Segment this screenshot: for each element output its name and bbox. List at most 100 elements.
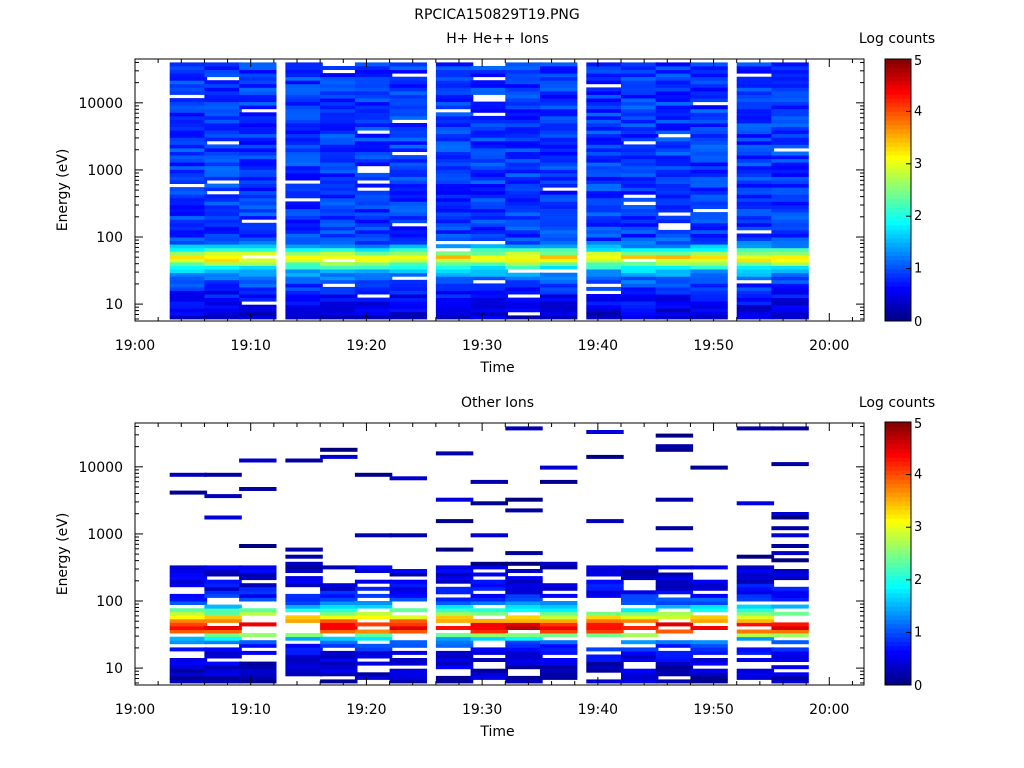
- heatmap-cell: [586, 205, 624, 209]
- heatmap-cell: [505, 508, 543, 513]
- heatmap-cell: [771, 233, 809, 238]
- heatmap-cell: [736, 115, 775, 120]
- heatmap-cell: [586, 315, 624, 320]
- colorbar-segment: [885, 461, 911, 467]
- heatmap-cell: [204, 169, 242, 174]
- heatmap-cell: [169, 155, 208, 160]
- heatmap-cell: [655, 197, 694, 202]
- heatmap-cell: [655, 301, 694, 306]
- heatmap-cell: [470, 148, 508, 152]
- colorbar-segment: [885, 146, 911, 152]
- heatmap-cell: [169, 197, 208, 202]
- heatmap-cell: [169, 90, 208, 95]
- heatmap-cell: [285, 162, 323, 167]
- heatmap-cell: [736, 579, 775, 584]
- heatmap-cell: [505, 101, 543, 106]
- heatmap-cell: [736, 80, 775, 85]
- heatmap-cell: [320, 229, 358, 234]
- colorbar-tick-label: 1: [914, 625, 922, 640]
- heatmap-cell: [771, 597, 809, 602]
- heatmap-cell: [690, 229, 728, 234]
- heatmap-cell: [435, 626, 474, 630]
- heatmap-cell: [320, 215, 358, 220]
- heatmap-cell: [285, 183, 323, 188]
- heatmap-cell: [771, 633, 809, 638]
- colorbar-segment: [885, 435, 911, 440]
- heatmap-cell: [621, 94, 659, 99]
- heatmap-cell: [285, 87, 323, 92]
- heatmap-cell: [389, 269, 427, 274]
- heatmap-cell: [285, 294, 323, 298]
- colorbar-segment: [885, 522, 911, 528]
- colorbar-segment: [885, 593, 911, 598]
- heatmap-cell: [655, 155, 694, 160]
- heatmap-cell: [239, 215, 277, 220]
- heatmap-cell: [505, 151, 543, 156]
- heatmap-cell: [771, 658, 809, 662]
- heatmap-cell: [320, 672, 358, 677]
- x-axis-label: Time: [479, 360, 514, 376]
- heatmap-cell: [239, 262, 277, 266]
- heatmap-cell: [736, 593, 775, 598]
- heatmap-cell: [586, 633, 624, 638]
- heatmap-cell: [354, 650, 393, 655]
- heatmap-cell: [389, 618, 427, 623]
- heatmap-cell: [435, 640, 474, 645]
- heatmap-cell: [470, 180, 508, 184]
- heatmap-cell: [655, 297, 694, 302]
- heatmap-cell: [655, 169, 694, 174]
- heatmap-cell: [285, 665, 323, 670]
- heatmap-cell: [655, 643, 694, 648]
- heatmap-cell: [655, 194, 694, 199]
- heatmap-cell: [736, 165, 775, 170]
- colorbar-segment: [885, 601, 911, 607]
- colorbar-segment: [885, 654, 911, 660]
- heatmap-cell: [470, 237, 508, 241]
- heatmap-cell: [435, 258, 474, 263]
- heatmap-cell: [239, 151, 277, 156]
- heatmap-cell: [771, 586, 809, 591]
- heatmap-cell: [736, 294, 775, 298]
- heatmap-cell: [690, 244, 728, 249]
- heatmap-cell: [621, 187, 659, 192]
- heatmap-cell: [470, 618, 508, 623]
- heatmap-cell: [690, 226, 728, 231]
- heatmap-cell: [771, 101, 809, 106]
- heatmap-cell: [435, 69, 474, 74]
- colorbar-segment: [885, 120, 911, 125]
- heatmap-cell: [540, 650, 578, 655]
- heatmap-cell: [169, 148, 208, 152]
- heatmap-cell: [169, 286, 208, 291]
- heatmap-cell: [470, 601, 508, 605]
- heatmap-cell: [736, 169, 775, 174]
- heatmap-cell: [239, 112, 277, 117]
- heatmap-cell: [169, 215, 208, 220]
- heatmap-cell: [204, 94, 242, 99]
- colorbar-segment: [885, 500, 911, 506]
- heatmap-cell: [586, 201, 624, 206]
- heatmap-cell: [470, 90, 508, 95]
- heatmap-cell: [655, 290, 694, 295]
- colorbar-segment: [885, 540, 911, 546]
- heatmap-cell: [736, 194, 775, 199]
- heatmap-cell: [169, 251, 208, 256]
- heatmap-cell: [621, 654, 659, 659]
- heatmap-cell: [389, 640, 427, 645]
- heatmap-cell: [285, 205, 323, 209]
- heatmap-cell: [320, 240, 358, 245]
- heatmap-cell: [586, 151, 624, 156]
- heatmap-cell: [771, 665, 809, 670]
- heatmap-cell: [690, 69, 728, 74]
- heatmap-cell: [204, 633, 242, 638]
- heatmap-cell: [354, 604, 393, 609]
- heatmap-cell: [169, 283, 208, 288]
- heatmap-cell: [389, 533, 427, 538]
- heatmap-cell: [690, 215, 728, 220]
- heatmap-cell: [655, 247, 694, 252]
- heatmap-cell: [540, 130, 578, 135]
- heatmap-cell: [690, 601, 728, 605]
- heatmap-cell: [239, 133, 277, 138]
- heatmap-cell: [540, 180, 578, 184]
- heatmap-cell: [204, 311, 242, 316]
